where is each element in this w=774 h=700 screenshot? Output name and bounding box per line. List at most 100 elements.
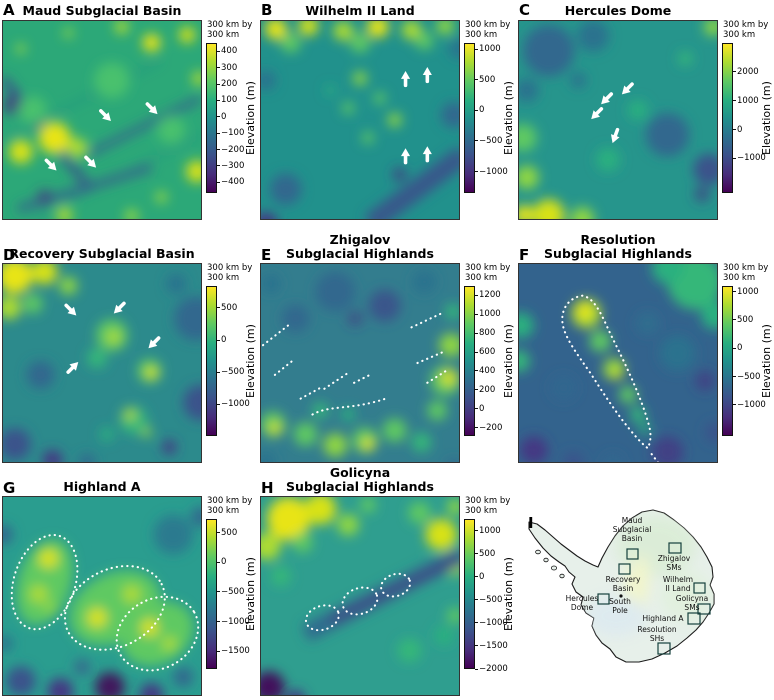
colorbar-tick-label: 1000 (475, 44, 501, 54)
colorbar-tick-label: 1000 (475, 526, 501, 536)
colorbar (206, 43, 217, 194)
colorbar-tick-label: −1000 (475, 167, 508, 177)
south-pole-dot (619, 594, 623, 598)
extent-label: 300 km by 300 km (723, 20, 769, 41)
elevation-map-b (260, 20, 460, 220)
colorbar-ticks: 500 0 −500 −1000 (217, 286, 250, 436)
colorbar-tick-label: 2000 (733, 67, 759, 77)
colorbar-tick-label: −1000 (475, 618, 508, 628)
panel-h: H Golicyna Subglacial Highlands (258, 466, 516, 700)
colorbar-axis-label: Elevation (m) (244, 81, 257, 155)
panel-title: Zhigalov Subglacial Highlands (286, 232, 434, 261)
colorbar-tick-label: −400 (217, 177, 244, 187)
colorbar-tick-label: −1000 (733, 400, 766, 410)
colorbar-tick-label: 0 (475, 404, 484, 414)
colorbar-ticks: 400 300 200 100 0 −100 −200 −300 −400 (217, 43, 244, 193)
colorbar-block: 300 km by 300 km 1000 500 0 −500 −1000 Eleva… (722, 263, 774, 437)
panel-title: Wilhelm II Land (305, 3, 415, 18)
map-label-recovery: Recovery Basin (605, 575, 641, 593)
colorbar-ticks: 1200 1000 800 600 400 200 0 −200 (475, 286, 502, 436)
colorbar-axis-label: Elevation (m) (502, 557, 515, 631)
colorbar-axis-label: Elevation (m) (244, 557, 257, 631)
map-label-golicyna: Golicyna SMs (675, 594, 709, 612)
colorbar (722, 43, 733, 194)
colorbar-tick-label: 200 (475, 385, 495, 395)
colorbar-block: 300 km by 300 km 400 300 200 100 0 −100 −200 −3… (206, 20, 258, 194)
dotted-outline-annotation (261, 312, 451, 416)
colorbar-block: 300 km by 300 km 2000 1000 0 −1000 Elevatio… (722, 20, 774, 194)
colorbar (722, 286, 733, 437)
colorbar-tick-label: −500 (475, 595, 502, 605)
colorbar-tick-label: −500 (217, 587, 244, 597)
colorbar-tick-label: 400 (217, 46, 237, 56)
colorbar-axis-label: Elevation (m) (760, 81, 773, 155)
panel-title: Recovery Subglacial Basin (9, 246, 195, 261)
extent-label: 300 km by 300 km (465, 496, 511, 517)
elevation-map-a (2, 20, 202, 220)
colorbar-tick-label: −1500 (217, 646, 250, 656)
colorbar (464, 519, 475, 670)
extent-label: 300 km by 300 km (465, 20, 511, 41)
colorbar-tick-label: −100 (217, 128, 244, 138)
colorbar-tick-label: 0 (733, 343, 742, 353)
map-islands (535, 549, 565, 579)
colorbar (464, 43, 475, 194)
colorbar-tick-label: 0 (217, 112, 226, 122)
colorbar-block: 300 km by 300 km 500 0 −500 −1000 Elevation… (206, 263, 258, 437)
elevation-map-c (518, 20, 718, 220)
colorbar-tick-label: 600 (475, 347, 495, 357)
colorbar-tick-label: 0 (217, 335, 226, 345)
colorbar-ticks: 1000 500 0 −500 −1000 −1500 −2000 (475, 519, 508, 674)
panel-e: E Zhigalov Subglacial Highlands (258, 233, 516, 466)
map-region-boxes (597, 542, 711, 655)
colorbar-tick-label: −2000 (475, 664, 508, 674)
colorbar-block: 300 km by 300 km 500 0 −500 −1000 −1500 Elev… (206, 496, 258, 670)
extent-label: 300 km by 300 km (207, 20, 253, 41)
colorbar-tick-label: −1500 (475, 641, 508, 651)
colorbar-tick-label: 1000 (475, 309, 501, 319)
colorbar (206, 519, 217, 670)
extent-label: 300 km by 300 km (207, 496, 253, 517)
panel-letter: D (3, 246, 16, 264)
panel-i-location-map: I (516, 466, 774, 700)
dotted-outline-annotation (10, 534, 200, 672)
dotted-outline-annotation (304, 572, 412, 632)
colorbar-tick-label: 0 (733, 125, 742, 135)
colorbar-ticks: 2000 1000 0 −1000 (733, 43, 766, 193)
colorbar-tick-label: 0 (475, 572, 484, 582)
panel-b: B Wilhelm II Land (258, 0, 516, 233)
colorbar-tick-label: −200 (475, 423, 502, 433)
elevation-map-d (2, 263, 202, 463)
panel-letter: G (3, 479, 16, 497)
colorbar-tick-label: −1000 (217, 617, 250, 627)
colorbar-tick-label: 300 (217, 63, 237, 73)
colorbar-tick-label: 100 (217, 95, 237, 105)
colorbar-axis-label: Elevation (m) (502, 324, 515, 398)
panel-letter: I (528, 514, 534, 532)
panel-title: Hercules Dome (564, 3, 672, 18)
panel-f: F Resolution Subglacial Highlands (516, 233, 774, 466)
extent-label: 300 km by 300 km (207, 263, 253, 284)
colorbar-tick-label: −500 (217, 367, 244, 377)
map-label-wilhelm: Wilhelm II Land (662, 575, 694, 593)
colorbar-tick-label: −500 (733, 372, 760, 382)
panel-title: Highland A (63, 479, 141, 494)
colorbar-block: 300 km by 300 km 1200 1000 800 600 400 200 0 −2… (464, 263, 516, 437)
colorbar-tick-label: 400 (475, 366, 495, 376)
panel-a: A Maud Subglacial Basin (0, 0, 258, 233)
colorbar-tick-label: 1200 (475, 290, 501, 300)
colorbar-axis-label: Elevation (m) (502, 81, 515, 155)
colorbar-tick-label: 0 (475, 105, 484, 115)
colorbar-tick-label: 500 (475, 549, 495, 559)
elevation-map-e (260, 263, 460, 463)
colorbar-tick-label: 0 (217, 557, 226, 567)
panel-d: D Recovery Subglacial Basin (0, 233, 258, 466)
elevation-map-f (518, 263, 718, 463)
colorbar-axis-label: Elevation (m) (760, 324, 773, 398)
colorbar-ticks: 1000 500 0 −500 −1000 (733, 286, 766, 436)
colorbar-tick-label: −1000 (217, 399, 250, 409)
elevation-map-h (260, 496, 460, 696)
colorbar-tick-label: −1000 (733, 153, 766, 163)
colorbar (206, 286, 217, 437)
colorbar-tick-label: 500 (475, 75, 495, 85)
